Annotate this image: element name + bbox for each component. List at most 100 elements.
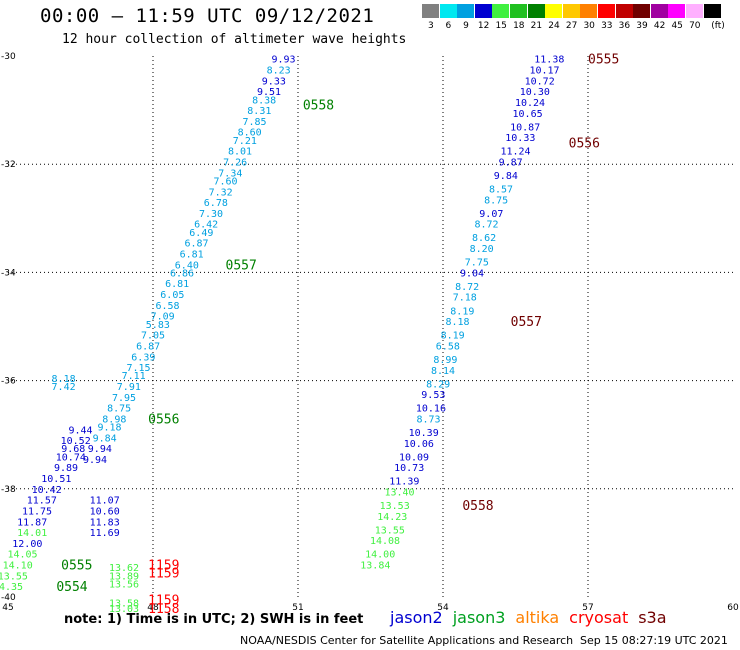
legend-swatch [703,4,721,18]
pass-time-label: 0555 [588,53,619,68]
wave-height-value: 7.32 [209,187,233,198]
wave-height-value: 11.87 [17,517,47,528]
wave-height-value: 10.33 [505,133,535,144]
wave-height-value: 8.99 [433,355,457,366]
wave-height-value: 9.94 [88,444,112,455]
legend-label: 18 [513,21,525,31]
wave-height-value: 10.60 [90,506,120,517]
lat-tick-label: -38 [1,485,16,495]
legend-swatch [457,4,475,18]
wave-height-value: 13.53 [380,501,410,512]
wave-height-value: 10.24 [515,98,545,109]
wave-height-value: 8.75 [107,404,131,415]
lon-tick-label: 57 [582,603,593,613]
legend-swatch [510,4,527,18]
legend-swatch [527,4,545,18]
wave-height-value: 14.00 [365,550,395,561]
legend-label: 24 [548,21,560,31]
wave-height-value: 7.30 [199,209,223,220]
pass-time-label: 0554 [56,580,87,595]
pass-time-label: 0556 [569,137,600,152]
wave-height-value: 6.58 [155,301,179,312]
legend-swatch [598,4,615,18]
wave-height-value: 8.29 [426,379,450,390]
wave-height-value: 9.53 [421,390,445,401]
wave-height-value: 10.39 [409,428,439,439]
pass-time-label: 1158 [148,602,179,617]
map-title: 00:00 – 11:59 UTC 09/12/2021 [40,5,375,27]
legend-swatch [615,4,633,18]
credit-line: NOAA/NESDIS Center for Satellite Applica… [240,634,574,647]
wave-height-value: 10.16 [416,404,446,415]
wave-height-value: 7.09 [151,312,175,323]
wave-height-value: 6.81 [165,279,189,290]
pass-time-label: 0555 [61,559,92,574]
wave-height-value: 10.73 [394,463,424,474]
wave-height-value: 9.04 [460,268,484,279]
wave-height-value: 14.05 [7,550,37,561]
wave-height-value: 14.35 [0,582,23,593]
wave-height-value: 14.10 [3,561,33,572]
legend-swatch [439,4,457,18]
wave-height-value: 11.24 [500,147,530,158]
wave-height-value: 9.18 [97,423,121,434]
wave-height-value: 5.83 [146,320,170,331]
wave-height-value: 7.21 [233,136,257,147]
wave-height-value: 11.38 [534,55,564,66]
wave-height-value: 10.72 [525,76,555,87]
wave-height-value: 8.23 [267,66,291,77]
lon-tick-label: 54 [437,603,449,613]
pass-time-label: 0556 [148,412,179,427]
lon-tick-label: 48 [147,603,159,613]
pass-time-label: 0558 [462,499,493,514]
wave-height-value: 8.73 [416,414,440,425]
wave-height-value: 8.72 [474,220,498,231]
pass-time-label: 1159 [148,559,179,574]
wave-height-value: 9.84 [93,433,117,444]
wave-height-value: 7.60 [213,176,237,187]
lat-tick-label: -30 [1,52,16,62]
wave-height-value: 8.01 [228,147,252,158]
legend-label: 39 [636,21,648,31]
wave-height-value: 11.39 [389,477,419,488]
wave-height-value: 10.51 [41,474,71,485]
legend-swatch [633,4,651,18]
wave-height-value: 8.98 [102,414,126,425]
wave-height-value: 7.11 [122,371,146,382]
wave-height-value: 9.94 [83,455,107,466]
wave-height-value: 9.84 [494,171,518,182]
wave-height-value: 8.57 [489,185,513,196]
wave-height-value: 6.49 [189,228,213,239]
map-subtitle: 12 hour collection of altimeter wave hei… [62,32,407,47]
pass-time-label: 0557 [511,315,542,330]
wave-height-value: 10.17 [529,66,559,77]
wave-height-value: 13.55 [0,571,28,582]
wave-height-value: 6.05 [160,290,184,301]
wave-height-value: 8.18 [52,374,76,385]
lat-tick-label: -40 [1,593,16,603]
wave-height-value: 8.38 [252,95,276,106]
satellite-cryosat: cryosat [569,608,629,627]
wave-height-value: 10.65 [513,109,543,120]
legend-label: 6 [445,21,452,31]
wave-height-value: 7.18 [453,293,477,304]
wave-height-value: 9.68 [61,444,85,455]
wave-height-value: 14.08 [370,536,400,547]
legend-label: 9 [463,21,469,31]
wave-height-value: 11.57 [27,496,57,507]
wave-height-value: 13.89 [109,571,139,582]
satellite-s3a: s3a [638,608,667,627]
legend-label: 36 [618,21,631,31]
legend-unit: (ft) [711,21,725,31]
wave-height-value: 11.07 [90,496,120,507]
legend-swatch [668,4,686,18]
legend-label: 42 [653,21,666,31]
wave-height-value: 7.85 [242,117,266,128]
wave-height-value: 10.87 [510,122,540,133]
lat-tick-label: -36 [1,377,16,387]
wave-height-value: 7.91 [117,382,141,393]
wave-height-value: 7.75 [465,258,489,269]
satellite-jason2: jason2 [390,608,443,627]
wave-height-value: 14.01 [17,528,47,539]
lat-tick-label: -32 [1,160,16,170]
